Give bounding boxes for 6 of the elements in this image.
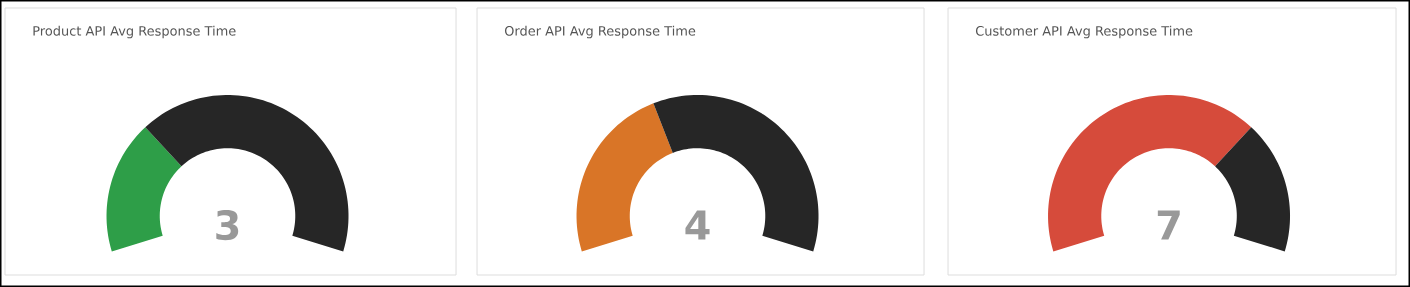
chart-title: Customer API Avg Response Time [975, 25, 1193, 39]
text: 3 [216, 210, 239, 241]
text: 7 [1157, 210, 1180, 240]
chart-title: Product API Avg Response Time [33, 25, 236, 39]
text: 4 [685, 210, 710, 240]
chart-title: Order API Avg Response Time [504, 25, 696, 39]
